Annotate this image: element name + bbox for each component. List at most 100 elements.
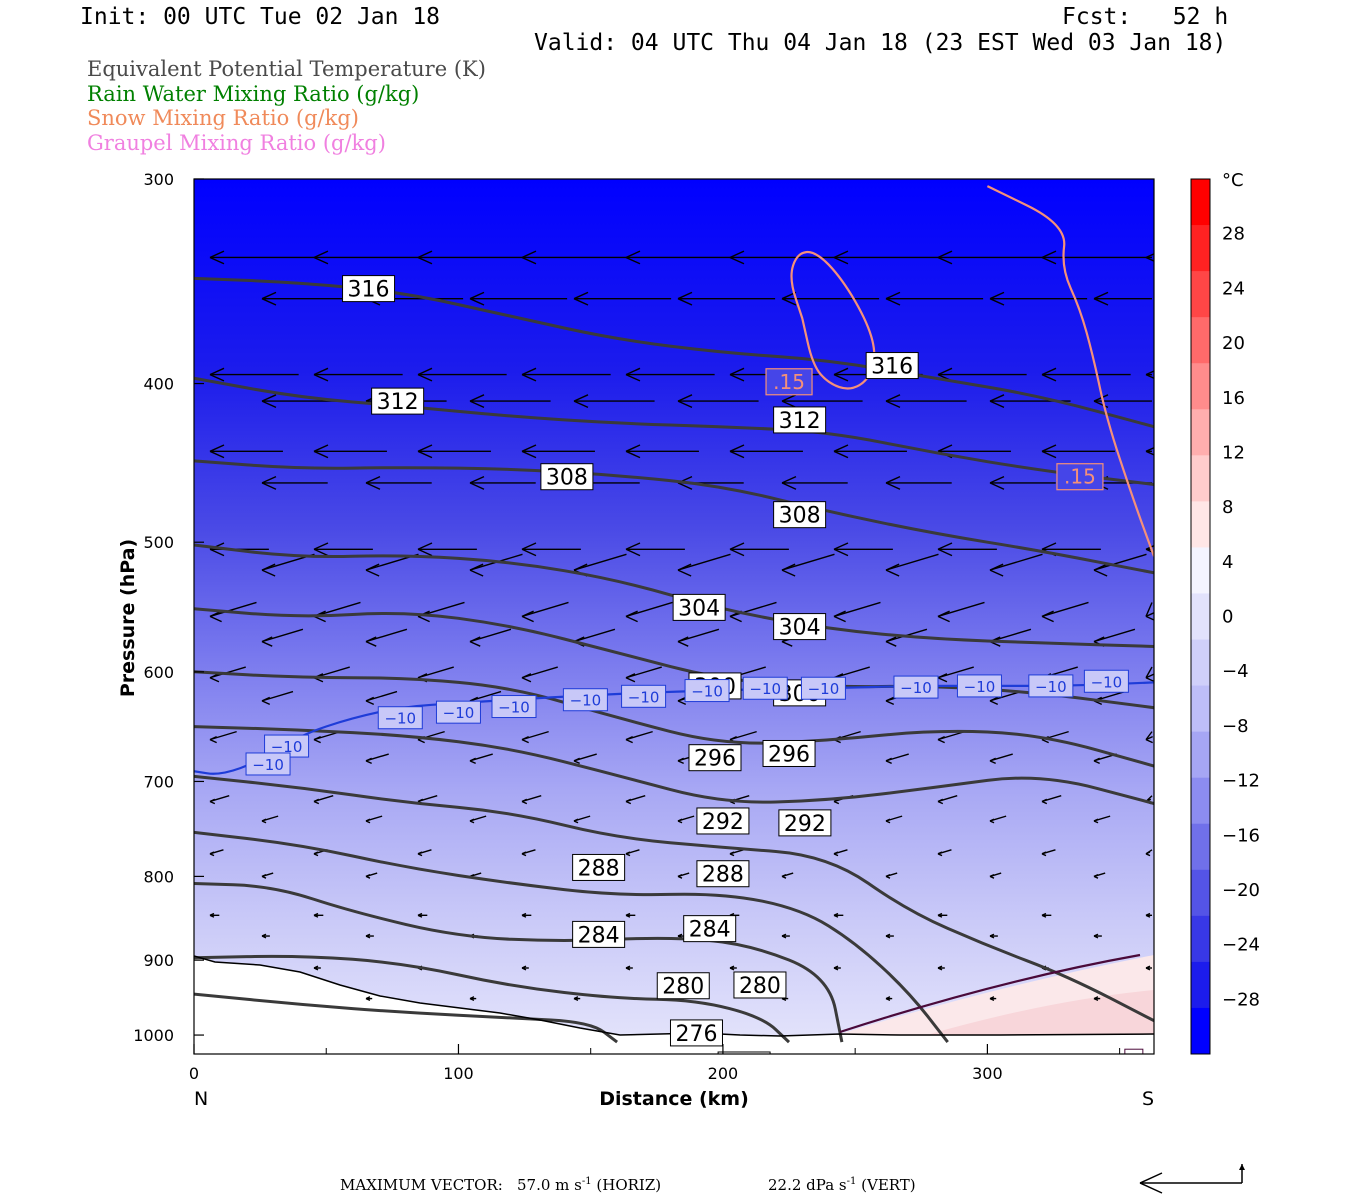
wind-vector-head [261,291,277,306]
isotherm-label-box [562,688,608,712]
wind-vector-head [417,444,433,459]
wind-vector-head [1145,370,1154,379]
isotherm-label: −10 [570,692,602,710]
wind-vector-head [677,636,689,647]
theta-e-label: 316 [348,278,390,303]
wind-vector [677,553,731,571]
wind-vector-head [521,542,537,557]
theta-e-label-box [733,971,787,999]
wind-vector-head [313,367,329,382]
wind-vector-head [833,367,849,382]
colorbar-tick-label: 20 [1222,333,1245,354]
wind-vector [677,628,720,643]
colorbar-swatch [1191,961,1210,1009]
wind-vector [261,628,304,643]
wind-vector-head [885,636,897,647]
forecast-hour: Fcst: 52 h [1062,4,1229,30]
wind-vector-head [885,696,895,705]
south-label: S [1142,1088,1154,1110]
wind-vector-head [209,367,225,382]
theta-e-label: 276 [675,1022,717,1047]
wind-vector-head [365,933,371,939]
wind-vector-head [365,636,377,647]
wind-vector-head [1093,394,1109,409]
wind-vector-head [937,542,953,557]
wind-vector-head [625,542,641,557]
isotherm-label: −10 [271,738,303,756]
theta-e-label-box [371,387,425,415]
theta-e-label: 304 [678,596,720,621]
theta-e-contour-288 [194,774,1154,1023]
isotherm-label: −10 [628,688,660,706]
wind-vector-head [937,798,944,805]
snow-label: .15 [773,370,805,394]
y-tick-label: 500 [143,533,174,552]
snow-contour-1 [986,185,1154,557]
wind-vector-head [937,735,945,744]
y-tick-label: 400 [143,375,174,394]
vert-exponent: -1 [846,1176,857,1187]
snow-labels: .15 .15 [765,368,1104,491]
colorbar-swatch [1191,731,1210,779]
wind-vector-head [989,757,996,765]
snow-label-box [1056,463,1104,491]
isotherm-label: −10 [498,699,530,717]
theta-e-label: 312 [377,390,419,415]
wind-vector-head [1041,444,1057,459]
wind-vector-head [937,250,953,265]
init-time: Init: 00 UTC Tue 02 Jan 18 [80,4,441,30]
theta-e-label-box [683,915,737,943]
theta-e-contour-312 [194,376,1154,486]
terrain [194,956,1154,1054]
wind-vector-head [521,851,527,857]
wind-vector [573,553,627,571]
zero-isotherm-label-box [1124,1048,1144,1054]
wind-vector-head [209,912,215,918]
wind-vector-head [365,696,375,705]
wind-vector-head [833,912,839,918]
colorbar: 28 24 20 16 12 8 4 0 −4 −8 −12 −16 −20 −24 −28 [1190,178,1260,1055]
isotherm-label-box [742,676,788,700]
isotherm-label: −10 [384,710,416,728]
wind-vector-head [1093,757,1100,765]
theta-e-label: 308 [546,466,588,491]
wind-vector-head [365,757,372,765]
plot-frame [193,178,1155,1055]
isotherm-label: −10 [1091,673,1123,691]
isotherm-label-box [800,676,846,700]
theta-e-label-box [762,739,816,767]
theta-e-label: 308 [779,504,821,529]
theta-e-contours [194,276,1154,1044]
colorbar-tick-label: 0 [1222,607,1233,628]
theta-e-label: 284 [689,918,731,943]
wind-vector-head [1041,851,1047,857]
wind-vector [1093,553,1147,571]
theta-e-label: 284 [578,923,620,948]
wind-vector [1145,666,1153,679]
wind-vector-head [469,818,475,824]
colorbar-swatch [1191,455,1210,502]
isotherm-label-box [491,695,537,719]
wind-vector-head [625,250,641,265]
wind-vector-head [833,250,849,265]
theta-e-label-box [672,593,726,621]
zero-isotherm [839,953,1141,1034]
wind-vector-head [625,367,641,382]
wind-vector-head [885,394,901,409]
wind-vector-head [313,444,329,459]
wind-vector-head [1145,851,1151,857]
wind-vector-head [313,912,319,918]
isotherm-label-box [684,679,730,703]
colorbar-tick-label: −16 [1222,825,1260,846]
wind-vector-head [677,394,693,409]
y-tick-label: 800 [143,867,174,886]
x-axis-label: Distance (km) [599,1088,749,1110]
y-tick-label: 900 [143,951,174,970]
wind-vector-head [573,394,589,409]
wind-vector-head [781,475,797,490]
theta-e-label: 272 [525,1075,567,1100]
theta-e-label: 292 [784,812,826,837]
wind-vector-head [1041,798,1048,805]
snow-label: .15 [1064,465,1096,489]
wind-vector-head [989,818,995,824]
